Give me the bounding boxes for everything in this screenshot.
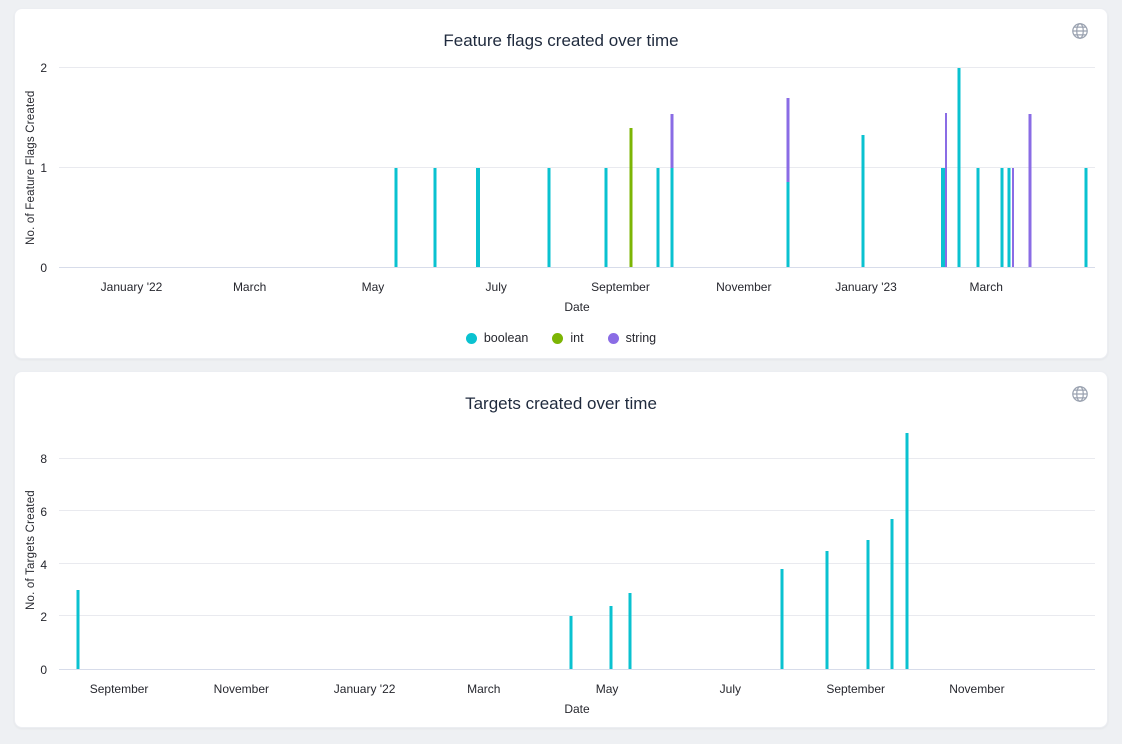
globe-icon[interactable] <box>1071 385 1089 403</box>
x-tick-label: November <box>949 682 1005 696</box>
legend-item[interactable]: string <box>607 331 657 345</box>
bar[interactable] <box>670 113 674 168</box>
x-tick-label: July <box>719 682 741 696</box>
targets-chart-card: Targets created over time No. of Targets… <box>14 371 1108 728</box>
bar[interactable] <box>976 167 980 267</box>
legend-dot <box>465 332 477 344</box>
bar[interactable] <box>861 134 865 267</box>
bar[interactable] <box>433 167 437 267</box>
legend-label: string <box>625 331 657 345</box>
bar[interactable] <box>394 167 398 267</box>
x-tick-label: November <box>213 682 270 696</box>
x-tick-label: September <box>826 682 886 696</box>
chart-title: Feature flags created over time <box>443 31 679 50</box>
bar[interactable] <box>1007 167 1011 267</box>
x-tick-label: May <box>595 682 619 696</box>
legend-label: boolean <box>483 331 529 345</box>
bar[interactable] <box>890 519 894 669</box>
x-tick-label: September <box>591 280 650 294</box>
globe-icon[interactable] <box>1071 22 1089 40</box>
y-tick-label: 4 <box>40 557 47 572</box>
y-tick-label: 2 <box>40 610 47 625</box>
bar[interactable] <box>604 167 608 267</box>
y-tick-label: 1 <box>40 161 47 175</box>
legend-dot <box>552 332 564 344</box>
gridline <box>59 615 1095 617</box>
y-axis-ticks: 0 2 4 6 8 <box>15 430 53 676</box>
bar[interactable] <box>780 569 784 669</box>
plot-area <box>59 430 1095 670</box>
x-tick-label: May <box>361 280 385 294</box>
bar[interactable] <box>786 97 790 183</box>
y-axis-ticks: 0 1 2 <box>15 62 53 274</box>
x-tick-label: January '22 <box>100 280 163 294</box>
y-tick-label: 6 <box>40 504 47 519</box>
bar[interactable] <box>1012 167 1015 267</box>
bar[interactable] <box>1084 167 1088 267</box>
bar[interactable] <box>866 540 870 669</box>
y-tick-label: 2 <box>40 61 47 75</box>
bar[interactable] <box>670 167 674 267</box>
bar[interactable] <box>609 605 613 669</box>
gridline <box>59 457 1095 459</box>
y-tick-label: 0 <box>40 663 47 677</box>
bar[interactable] <box>547 167 551 267</box>
bar[interactable] <box>1000 167 1004 267</box>
x-tick-label: March <box>467 682 501 696</box>
x-tick-label: September <box>89 682 149 696</box>
bar[interactable] <box>825 550 829 669</box>
legend-dot <box>607 332 619 344</box>
legend-label: int <box>570 331 584 345</box>
y-tick-label: 8 <box>40 452 47 467</box>
x-tick-label: January '22 <box>333 682 396 696</box>
bar[interactable] <box>656 167 660 267</box>
x-axis-title: Date <box>564 702 590 716</box>
bar[interactable] <box>944 112 947 267</box>
x-tick-label: November <box>716 280 772 294</box>
bar[interactable] <box>940 167 945 267</box>
plot-area <box>59 67 1095 268</box>
x-axis-title: Date <box>564 300 590 314</box>
chart-title: Targets created over time <box>465 394 657 413</box>
x-tick-label: March <box>232 280 267 294</box>
x-axis-labels: September November January '22 March May July… <box>59 682 1095 698</box>
x-axis-labels: January '22 March May July September November… <box>59 280 1095 296</box>
bar[interactable] <box>905 432 909 669</box>
bar[interactable] <box>628 592 632 669</box>
bar[interactable] <box>629 127 633 267</box>
bar[interactable] <box>76 590 80 669</box>
feature-flags-chart-card: Feature flags created over time No. of F… <box>14 8 1108 359</box>
legend: boolean int string <box>15 331 1107 345</box>
legend-item[interactable]: boolean <box>465 331 529 345</box>
x-tick-label: January '23 <box>835 280 897 294</box>
bar[interactable] <box>569 616 573 669</box>
bar[interactable] <box>475 167 480 267</box>
gridline <box>59 166 1095 168</box>
gridline <box>59 562 1095 564</box>
x-tick-label: March <box>969 280 1003 294</box>
x-tick-label: July <box>485 280 507 294</box>
gridline <box>59 67 1095 68</box>
y-tick-label: 0 <box>40 261 47 275</box>
legend-item[interactable]: int <box>552 331 584 345</box>
bar[interactable] <box>1028 113 1032 267</box>
gridline <box>59 510 1095 512</box>
bar[interactable] <box>957 68 961 267</box>
bar[interactable] <box>786 182 790 267</box>
